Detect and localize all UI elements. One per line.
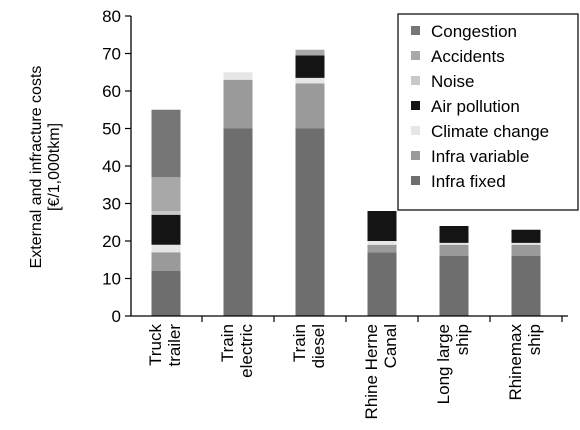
x-category-label: Trainelectric [218, 324, 256, 378]
y-axis-title-line-1: External and infracture costs [28, 66, 45, 269]
x-category-label-line: Canal [381, 324, 400, 368]
y-tick-label: 70 [102, 45, 121, 64]
legend-label: Air pollution [431, 97, 520, 116]
bar-segment [151, 271, 181, 316]
legend-label: Noise [431, 72, 474, 91]
bar-segment [367, 241, 397, 245]
bar-stack [439, 226, 469, 316]
bar-segment [295, 55, 325, 78]
y-tick-label: 10 [102, 270, 121, 289]
bar-segment [151, 211, 181, 215]
legend-swatch [411, 151, 420, 160]
legend-swatch [411, 126, 420, 135]
bar-segment [295, 83, 325, 129]
x-category-label-line: Rhine Herne [362, 324, 381, 419]
bar-segment [223, 128, 253, 316]
bar-segment [151, 214, 181, 245]
x-axis: Trucktrailer Trainelectric Traindiesel Rhin… [131, 315, 568, 419]
legend-item: Infra variable [411, 147, 529, 166]
x-category-label-line: Rhinemax [506, 324, 525, 401]
legend-swatch [411, 101, 420, 110]
bar-stack [151, 109, 181, 316]
y-tick-label: 60 [102, 82, 121, 101]
legend-item: Air pollution [411, 97, 520, 116]
x-category-label: Traindiesel [290, 324, 328, 368]
bar-segment [511, 256, 541, 316]
x-category-label-line: Train [218, 324, 237, 362]
bar-stack [367, 211, 397, 316]
bar-segment [151, 244, 181, 253]
bar-segment [367, 252, 397, 316]
legend: Congestion Accidents Noise Air pollution Cli… [397, 13, 579, 211]
bar-stack [223, 72, 253, 316]
legend-box [397, 13, 579, 211]
x-category-label-line: ship [525, 324, 544, 355]
x-category-label-line: diesel [309, 324, 328, 368]
bar-segment [151, 252, 181, 271]
legend-item: Noise [411, 72, 474, 91]
x-category-label: Trucktrailer [146, 324, 184, 367]
legend-label: Infra fixed [431, 172, 506, 191]
y-axis-title: External and infracture costs [€/1,000tk… [28, 66, 63, 269]
y-tick-label: 30 [102, 195, 121, 214]
bar-segment [439, 226, 469, 243]
legend-swatch [411, 26, 420, 35]
x-category-label-line: Train [290, 324, 309, 362]
x-category-label: Long largeship [434, 324, 472, 404]
legend-label: Accidents [431, 47, 505, 66]
bar-segment [367, 244, 397, 253]
bar-segment [367, 211, 397, 241]
legend-item: Accidents [411, 47, 505, 66]
x-category-label-line: trailer [165, 324, 184, 367]
bar-segment [511, 244, 541, 256]
bar-segment [439, 244, 469, 256]
legend-label: Climate change [431, 122, 549, 141]
legend-item: Congestion [411, 22, 517, 41]
legend-swatch [411, 76, 420, 85]
legend-swatch [411, 176, 420, 185]
bar-segment [439, 242, 469, 245]
y-tick-label: 50 [102, 120, 121, 139]
x-category-label-line: electric [237, 324, 256, 378]
bar-segment [295, 77, 325, 84]
legend-item: Infra fixed [411, 172, 506, 191]
x-category-label-line: Truck [146, 324, 165, 366]
y-axis: 0 10 20 30 40 50 60 70 80 [102, 7, 132, 326]
bar-segment [295, 49, 325, 56]
x-category-label: Rhinemaxship [506, 324, 544, 401]
y-tick-label: 0 [112, 307, 121, 326]
bar-segment [439, 256, 469, 316]
bars [151, 49, 541, 316]
bar-segment [295, 128, 325, 316]
y-axis-title-line-2: [€/1,000tkm] [46, 123, 63, 211]
bar-stack [295, 49, 325, 316]
bar-segment [151, 177, 181, 211]
legend-label: Congestion [431, 22, 517, 41]
x-category-label-line: Long large [434, 324, 453, 404]
y-tick-label: 40 [102, 157, 121, 176]
legend-label: Infra variable [431, 147, 529, 166]
bar-stack [511, 229, 541, 316]
legend-swatch [411, 51, 420, 60]
bar-segment [223, 79, 253, 129]
bar-segment [223, 72, 253, 80]
y-tick-label: 80 [102, 7, 121, 26]
y-tick-label: 20 [102, 232, 121, 251]
bar-segment [511, 229, 541, 243]
x-category-label-line: ship [453, 324, 472, 355]
bar-segment [151, 109, 181, 178]
bar-segment [511, 242, 541, 245]
legend-item: Climate change [411, 122, 549, 141]
x-category-label: Rhine HerneCanal [362, 324, 400, 419]
